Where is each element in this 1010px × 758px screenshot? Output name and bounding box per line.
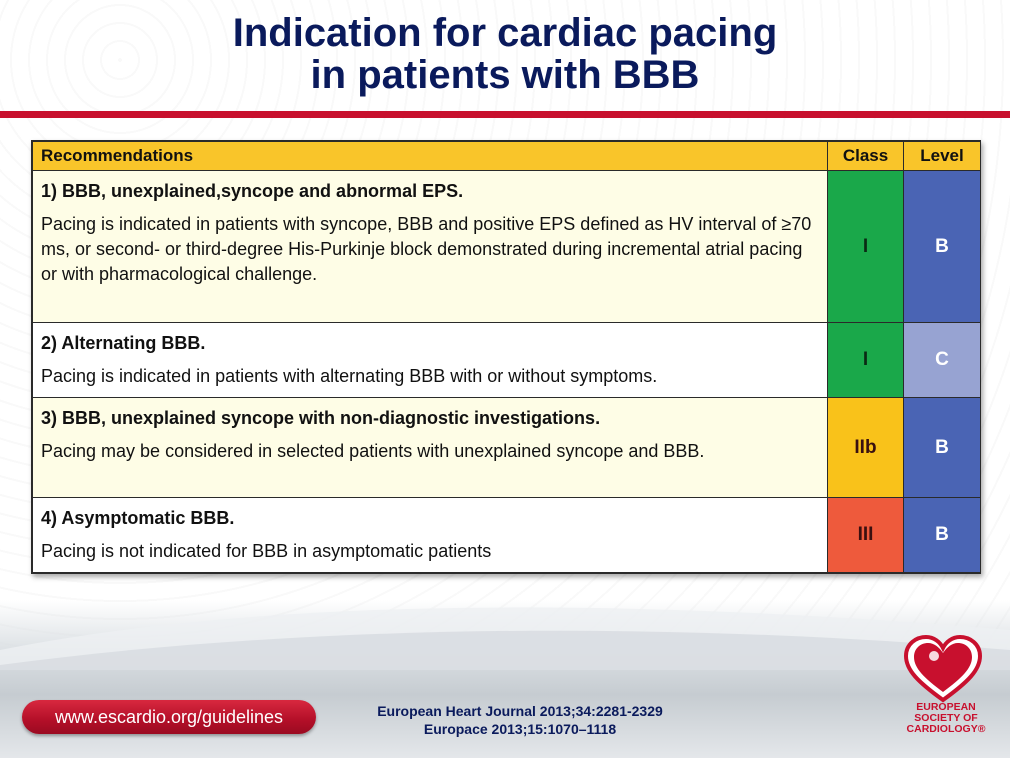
esc-heart-logo-icon [903, 634, 983, 703]
table-row: 1) BBB, unexplained,syncope and abnormal… [32, 170, 981, 323]
class-cell: IIb [827, 397, 904, 498]
header-level: Level [903, 141, 981, 171]
table-row: 3) BBB, unexplained syncope with non-dia… [32, 397, 981, 498]
reference-1: European Heart Journal 2013;34:2281-2329 [377, 703, 663, 719]
table-row: 4) Asymptomatic BBB. Pacing is not indic… [32, 497, 981, 573]
recommendation-title: 1) BBB, unexplained,syncope and abnormal… [41, 181, 464, 201]
table-header-row: Recommendations Class Level [32, 141, 981, 171]
recommendation-title: 2) Alternating BBB. [41, 333, 206, 353]
journal-references: European Heart Journal 2013;34:2281-2329… [330, 702, 710, 738]
header-recommendations: Recommendations [32, 141, 828, 171]
guidelines-url: www.escardio.org/guidelines [54, 707, 284, 727]
recommendation-title: 4) Asymptomatic BBB. [41, 508, 235, 528]
guidelines-link[interactable]: www.escardio.org/guidelines [22, 700, 316, 734]
table-row: 2) Alternating BBB. Pacing is indicated … [32, 322, 981, 398]
class-cell: I [827, 322, 904, 398]
recommendation-text: Pacing is indicated in patients with syn… [41, 214, 812, 284]
title-divider [0, 111, 1010, 118]
esc-logo-text: EUROPEAN SOCIETY OF CARDIOLOGY® [896, 702, 996, 735]
level-cell: B [903, 170, 981, 323]
class-cell: I [827, 170, 904, 323]
title-line-1: Indication for cardiac pacing [232, 11, 778, 55]
title-line-2: in patients with BBB [310, 53, 700, 97]
header-class: Class [827, 141, 904, 171]
footer-swoosh [0, 607, 1010, 670]
level-cell: C [903, 322, 981, 398]
recommendation-cell: 4) Asymptomatic BBB. Pacing is not indic… [32, 497, 828, 573]
esc-logo-line-2: SOCIETY OF [914, 712, 978, 724]
class-cell: III [827, 497, 904, 573]
recommendation-cell: 2) Alternating BBB. Pacing is indicated … [32, 322, 828, 398]
esc-logo-line-3: CARDIOLOGY® [906, 723, 986, 735]
recommendation-cell: 1) BBB, unexplained,syncope and abnormal… [32, 170, 828, 323]
recommendation-cell: 3) BBB, unexplained syncope with non-dia… [32, 397, 828, 498]
recommendation-title: 3) BBB, unexplained syncope with non-dia… [41, 408, 601, 428]
esc-logo-line-1: EUROPEAN [916, 701, 976, 713]
level-cell: B [903, 497, 981, 573]
level-cell: B [903, 397, 981, 498]
recommendation-text: Pacing may be considered in selected pat… [41, 441, 705, 461]
reference-2: Europace 2013;15:1070–1118 [423, 721, 617, 737]
recommendation-text: Pacing is not indicated for BBB in asymp… [41, 541, 492, 561]
recommendation-text: Pacing is indicated in patients with alt… [41, 366, 658, 386]
recommendations-table: Recommendations Class Level 1) BBB, unex… [31, 140, 981, 574]
slide-title: Indication for cardiac pacing in patient… [0, 12, 1010, 96]
